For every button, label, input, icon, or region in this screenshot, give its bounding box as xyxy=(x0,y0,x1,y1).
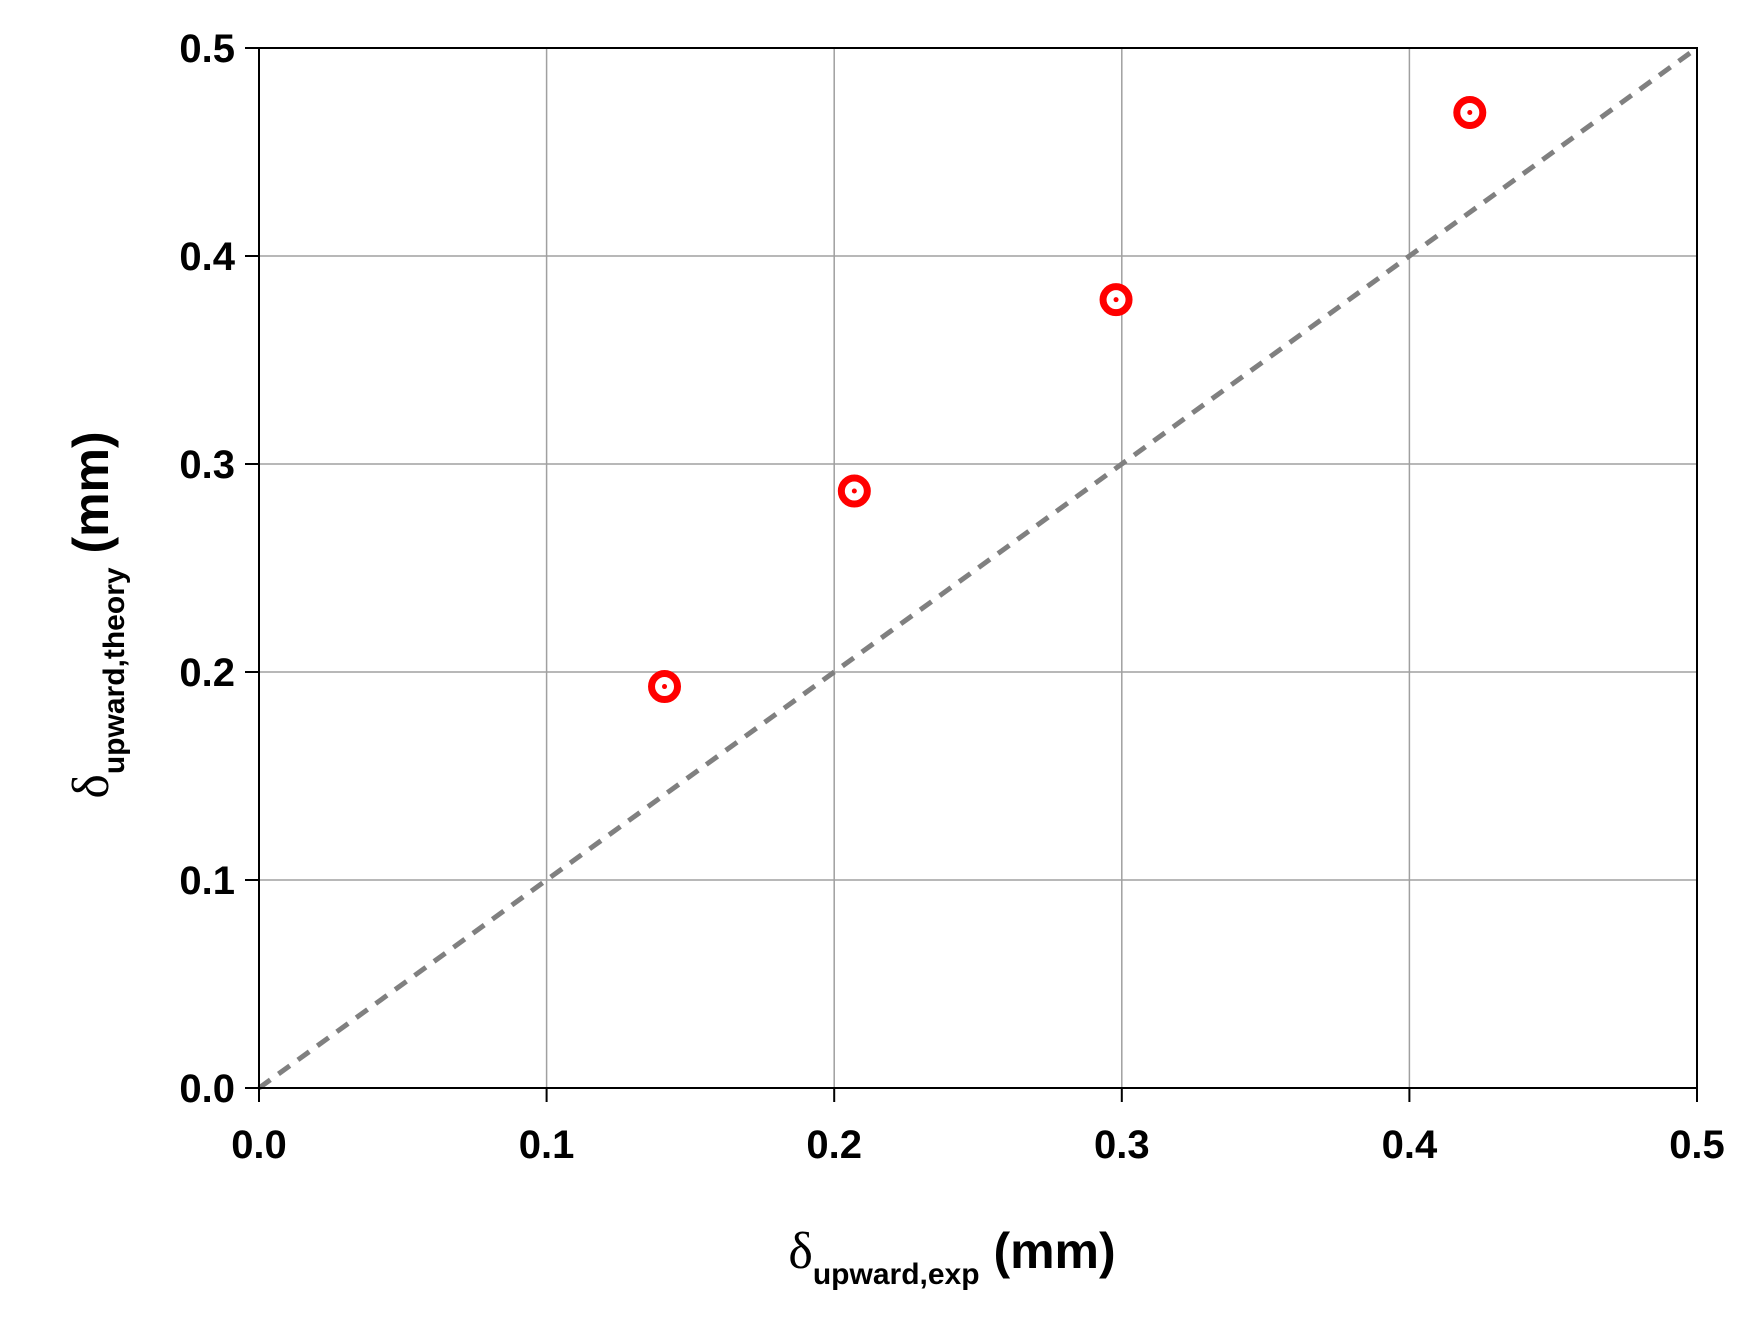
data-points xyxy=(648,95,1487,704)
x-tick-label: 0.0 xyxy=(231,1123,287,1167)
data-point-dot xyxy=(1467,109,1473,115)
data-point-dot xyxy=(1113,297,1119,303)
y-axis-label: δupward,theory (mm) xyxy=(63,431,131,798)
x-axis-subscript: upward,exp xyxy=(813,1258,980,1291)
data-point xyxy=(837,474,871,508)
data-point-dot xyxy=(662,684,668,690)
tick-marks xyxy=(245,47,1698,1102)
data-point xyxy=(1099,283,1133,317)
x-axis-unit: (mm) xyxy=(980,1223,1116,1279)
y-axis-symbol: δ xyxy=(63,774,120,799)
x-tick-label: 0.4 xyxy=(1382,1123,1438,1167)
y-tick-label: 0.5 xyxy=(179,27,235,71)
reference-line-1to1 xyxy=(257,45,1699,1091)
y-tick-label: 0.2 xyxy=(179,651,235,695)
y-tick-label: 0.0 xyxy=(179,1067,235,1111)
data-point xyxy=(648,670,682,704)
x-tick-labels: 0.0 0.1 0.2 0.3 0.4 0.5 xyxy=(231,1123,1725,1167)
x-tick-label: 0.1 xyxy=(519,1123,575,1167)
y-tick-label: 0.3 xyxy=(179,443,235,487)
y-axis-subscript: upward,theory xyxy=(98,567,131,774)
x-tick-label: 0.5 xyxy=(1669,1123,1725,1167)
plot-frame xyxy=(258,47,1698,1089)
x-tick-label: 0.3 xyxy=(1094,1123,1150,1167)
x-axis-label: δupward,exp (mm) xyxy=(788,1223,1115,1291)
data-point-dot xyxy=(851,488,857,494)
y-tick-labels: 0.0 0.1 0.2 0.3 0.4 0.5 xyxy=(179,27,235,1111)
y-axis-unit: (mm) xyxy=(63,431,119,567)
x-axis-symbol: δ xyxy=(788,1223,813,1280)
y-tick-label: 0.4 xyxy=(179,235,235,279)
y-tick-label: 0.1 xyxy=(179,859,235,903)
reference-line-layer xyxy=(257,45,1699,1091)
x-tick-label: 0.2 xyxy=(806,1123,862,1167)
data-point xyxy=(1453,95,1487,129)
